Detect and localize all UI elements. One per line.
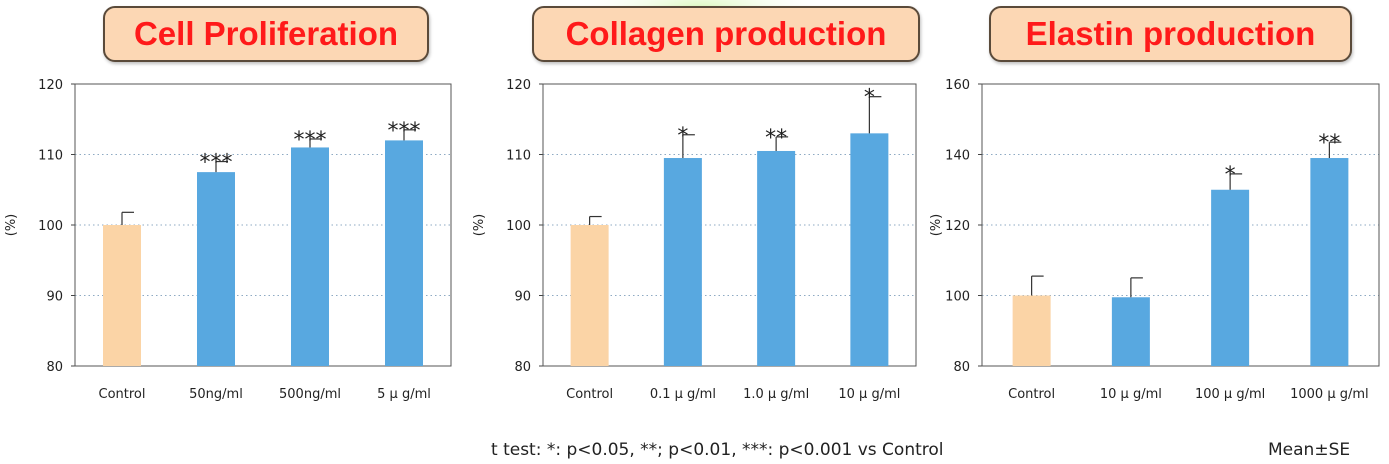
significance-label: ** <box>1318 131 1340 156</box>
bar <box>663 158 702 366</box>
significance-label: * <box>864 86 875 111</box>
bar <box>103 225 141 366</box>
y-axis-label: (%) <box>4 214 19 237</box>
significance-label: ** <box>765 126 787 151</box>
y-tick-label: 120 <box>38 78 63 93</box>
y-tick-label: 110 <box>38 149 63 164</box>
x-tick-label: 500ng/ml <box>279 387 341 402</box>
x-tick-label: 50ng/ml <box>189 387 243 402</box>
chart-elastin-production: 80 100 120 140 160 (%) Control 10 μ g/ml * 100 μ … <box>930 78 1380 402</box>
y-tick-label: 100 <box>945 290 970 305</box>
x-tick-label: Control <box>99 387 146 402</box>
y-tick-label: 90 <box>46 290 63 305</box>
plot-frame <box>981 83 1380 367</box>
y-axis-label: (%) <box>472 214 487 237</box>
bar <box>197 172 235 366</box>
y-tick-label: 90 <box>514 290 531 305</box>
y-tick-label: 140 <box>945 149 970 164</box>
bar <box>850 133 889 366</box>
y-tick-label: 100 <box>38 219 63 234</box>
bar <box>1012 295 1051 366</box>
chart-cell-proliferation: 80 90 100 110 120 (%) Control *** 50ng/ml *** 500n… <box>4 78 452 402</box>
x-tick-label: 0.1 μ g/ml <box>650 387 716 402</box>
x-tick-label: Control <box>1008 387 1055 402</box>
y-tick-label: 80 <box>514 360 531 375</box>
y-tick-label: 100 <box>506 219 531 234</box>
bar <box>1111 297 1150 366</box>
bar <box>1310 158 1349 366</box>
footnote-t-test: t test: *: p<0.05, **; p<0.01, ***: p<0.… <box>491 440 944 460</box>
y-tick-label: 120 <box>506 78 531 93</box>
chart-collagen-production: 80 90 100 110 120 (%) Control * 0.1 μ g/ml ** 1.0 … <box>472 78 917 402</box>
y-tick-label: 160 <box>945 78 970 93</box>
x-tick-label: 10 μ g/ml <box>838 387 900 402</box>
plot-frame <box>542 83 917 367</box>
plot-frame <box>74 83 452 367</box>
significance-label: * <box>677 124 688 149</box>
significance-label: * <box>1225 163 1236 188</box>
x-tick-label: 10 μ g/ml <box>1100 387 1162 402</box>
y-tick-label: 110 <box>506 149 531 164</box>
x-tick-label: 1.0 μ g/ml <box>743 387 809 402</box>
bar <box>757 150 796 366</box>
significance-label: *** <box>294 128 327 153</box>
bar <box>570 225 609 366</box>
significance-label: *** <box>388 119 421 144</box>
y-tick-label: 120 <box>945 219 970 234</box>
chart-title-elastin-production: Elastin production <box>989 6 1352 62</box>
x-tick-label: 100 μ g/ml <box>1195 387 1265 402</box>
x-tick-label: 5 μ g/ml <box>377 387 431 402</box>
bar <box>385 140 423 366</box>
y-tick-label: 80 <box>46 360 63 375</box>
significance-label: *** <box>200 151 233 176</box>
bar <box>1211 189 1250 366</box>
chart-title-cell-proliferation: Cell Proliferation <box>103 6 429 62</box>
footnote-mean-se: Mean±SE <box>1268 440 1351 460</box>
x-tick-label: Control <box>566 387 613 402</box>
bar <box>291 147 329 366</box>
y-tick-label: 80 <box>953 360 970 375</box>
y-axis-label: (%) <box>930 214 944 237</box>
chart-title-collagen-production: Collagen production <box>532 6 920 62</box>
x-tick-label: 1000 μ g/ml <box>1290 387 1369 402</box>
